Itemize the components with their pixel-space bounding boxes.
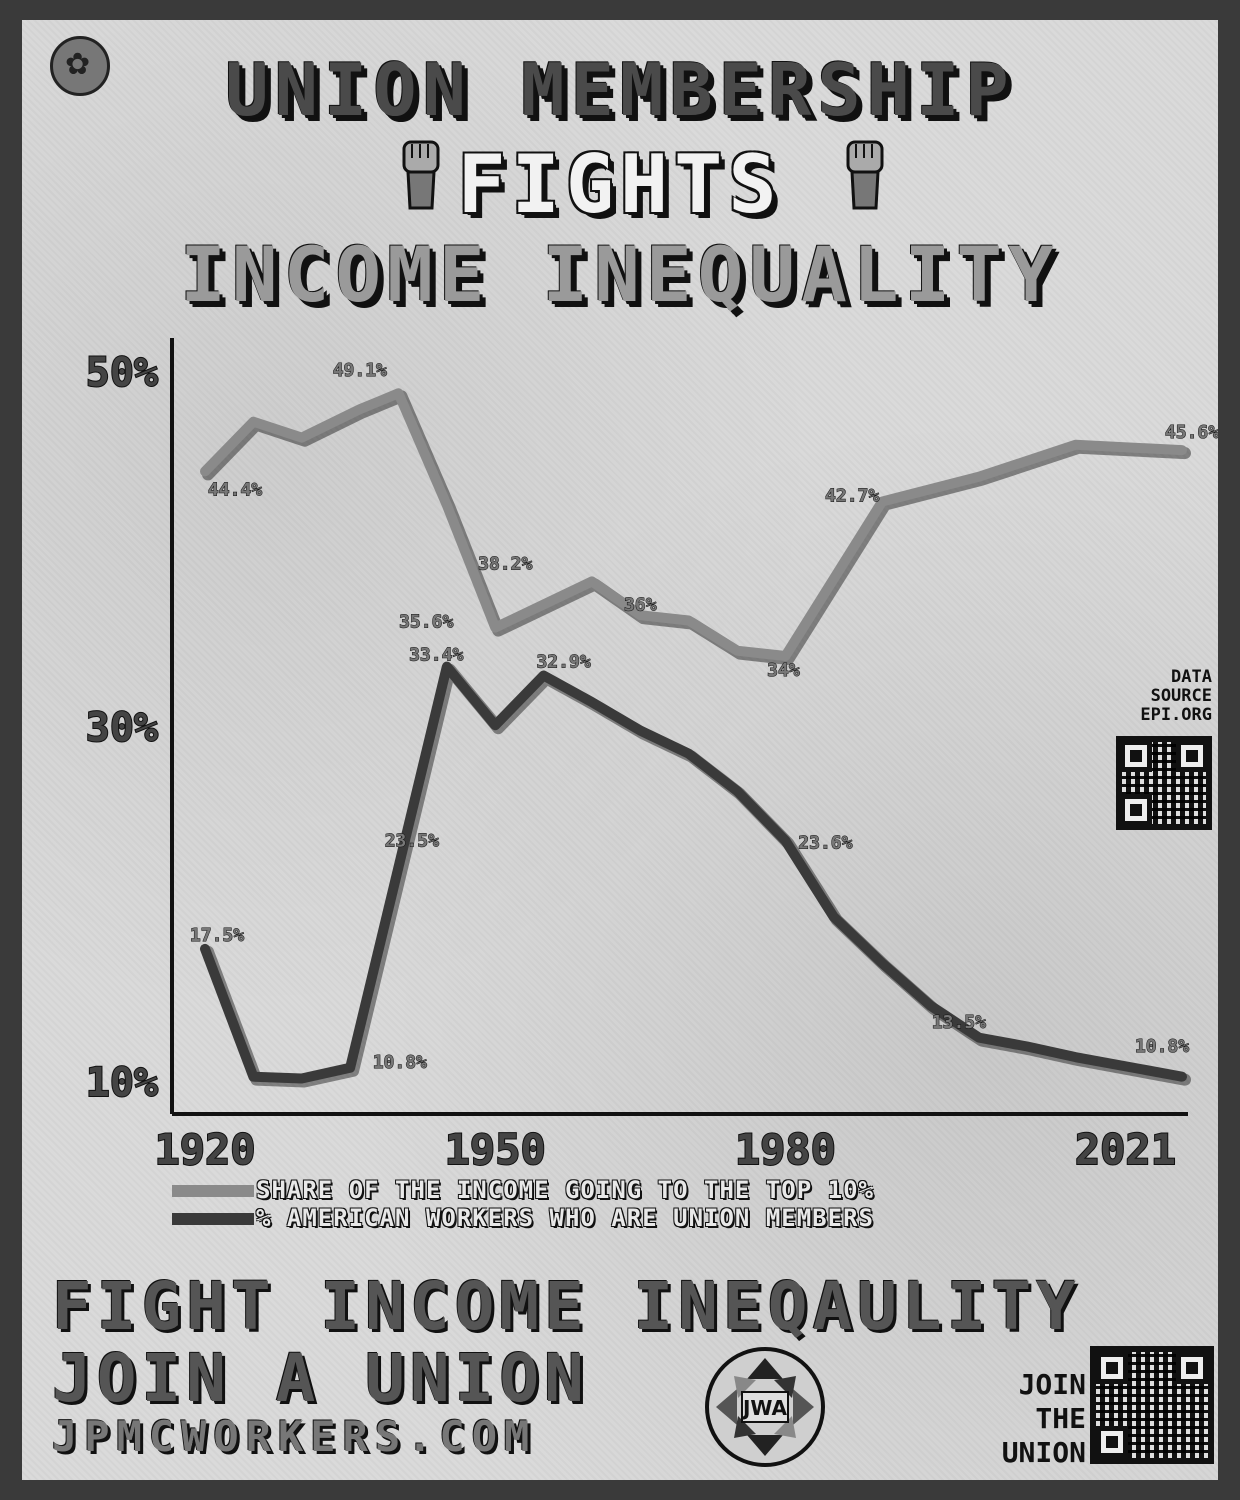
data-label: 17.5% <box>190 925 244 946</box>
series-line-shadow <box>202 663 1191 1088</box>
legend-item-income-share: SHARE OF THE INCOME GOING TO THE TOP 10% <box>172 1176 1072 1204</box>
join-the-union: JOIN THE UNION <box>962 1368 1086 1470</box>
legend-swatch-income-share <box>172 1185 254 1197</box>
join-line-1: JOIN <box>1018 1368 1086 1401</box>
data-source: DATA SOURCE EPI.ORG <box>1120 668 1212 725</box>
join-line-2: THE <box>1035 1402 1086 1435</box>
data-label: 42.7% <box>825 486 879 507</box>
data-label: 10.8% <box>1135 1036 1189 1057</box>
call-to-action-line-2: JOIN A UNION <box>52 1340 589 1417</box>
data-label: 45.6% <box>1165 422 1218 443</box>
data-source-line-3: EPI.ORG <box>1140 705 1212 725</box>
series-line-income-share <box>200 388 1187 661</box>
data-label: 49.1% <box>333 360 387 381</box>
line-chart: 10% 30% 50% 1920 1950 1980 2021 44.4% 49.1% 35.6%… <box>85 338 1218 1175</box>
legend-label-union-members: % AMERICAN WORKERS WHO ARE UNION MEMBERS <box>256 1204 874 1232</box>
x-tick-label: 2021 <box>1075 1125 1176 1174</box>
title-line-2: FIGHTS <box>457 138 783 231</box>
jwa-logo-text: JWA <box>741 1396 788 1420</box>
data-label: 33.4% <box>409 645 463 666</box>
data-label: 38.2% <box>478 553 532 574</box>
join-qr-code-icon[interactable] <box>1090 1346 1214 1464</box>
x-tick-label: 1920 <box>154 1125 255 1174</box>
call-to-action-line-1: FIGHT INCOME INEQAULITY <box>52 1268 1081 1345</box>
title-line-1: UNION MEMBERSHIP <box>225 48 1015 132</box>
rose-badge-icon: ✿ <box>50 36 110 96</box>
y-tick-label: 10% <box>86 1060 158 1106</box>
legend-item-union-members: % AMERICAN WORKERS WHO ARE UNION MEMBERS <box>172 1204 1072 1232</box>
join-line-3: UNION <box>1001 1436 1086 1469</box>
poster: ✿ UNION MEMBERSHIP FIGHTS INCOME INEQUAL… <box>22 20 1218 1480</box>
y-tick-label: 30% <box>86 705 158 751</box>
source-qr-code-icon[interactable] <box>1116 736 1212 830</box>
data-label: 32.9% <box>536 652 590 673</box>
y-tick-label: 50% <box>86 350 158 396</box>
x-tick-label: 1980 <box>735 1125 836 1174</box>
legend-swatch-union-members <box>172 1213 254 1225</box>
data-label: 44.4% <box>208 479 262 500</box>
data-label: 10.8% <box>373 1052 427 1073</box>
jwa-logo-icon: JWA <box>705 1347 825 1467</box>
data-label: 35.6% <box>399 612 453 633</box>
title-line-3: INCOME INEQUALITY <box>180 230 1060 319</box>
legend-label-income-share: SHARE OF THE INCOME GOING TO THE TOP 10% <box>256 1176 874 1204</box>
data-source-line-2: SOURCE <box>1150 686 1212 706</box>
data-label: 34% <box>767 660 800 681</box>
raised-fist-icon-left <box>402 140 440 210</box>
data-label: 23.5% <box>385 830 439 851</box>
data-label: 23.6% <box>798 833 852 854</box>
data-source-line-1: DATA <box>1171 667 1212 687</box>
data-label: 36% <box>624 595 657 616</box>
website-link[interactable]: JPMCWORKERS.COM <box>52 1412 537 1461</box>
x-tick-label: 1950 <box>445 1125 546 1174</box>
data-label: 13.5% <box>932 1012 986 1033</box>
series-line-union-members <box>200 661 1187 1084</box>
raised-fist-icon-right <box>846 140 884 210</box>
